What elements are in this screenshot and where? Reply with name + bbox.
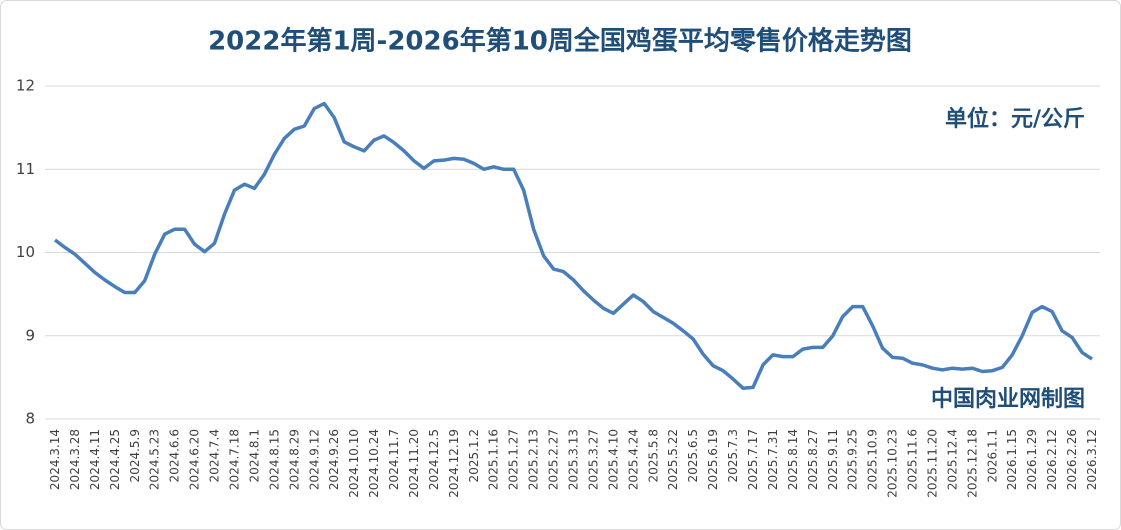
x-tick-label: 2024.3.28	[68, 429, 82, 490]
x-tick-label: 2025.1.27	[507, 429, 521, 490]
x-tick-label: 2024.8.29	[287, 429, 301, 490]
y-tick-label: 8	[25, 410, 35, 428]
x-tick-label: 2025.10.23	[886, 429, 900, 498]
x-tick-label: 2025.2.13	[527, 429, 541, 490]
x-tick-label: 2026.1.1	[985, 429, 999, 482]
x-tick-label: 2024.5.23	[148, 429, 162, 490]
data-line	[53, 101, 1093, 390]
x-tick-label: 2024.9.12	[307, 429, 321, 490]
x-tick-label: 2024.6.20	[188, 429, 202, 490]
unit-note: 单位：元/公斤	[945, 106, 1085, 132]
x-tick-label: 2025.8.27	[806, 429, 820, 490]
x-tick-label: 2024.8.15	[267, 429, 281, 490]
x-tick-label: 2025.9.11	[826, 429, 840, 490]
x-tick-label: 2025.9.25	[846, 429, 860, 490]
x-tick-label: 2025.10.9	[866, 429, 880, 490]
x-tick-label: 2024.12.19	[447, 429, 461, 498]
x-tick-label: 2026.2.12	[1045, 429, 1059, 490]
x-tick-label: 2024.12.5	[427, 429, 441, 490]
chart-title: 2022年第1周-2026年第10周全国鸡蛋平均零售价格走势图	[208, 26, 912, 57]
y-tick-label: 9	[25, 326, 35, 344]
x-tick-label: 2025.6.19	[706, 429, 720, 490]
x-tick-label: 2025.11.6	[906, 429, 920, 490]
source-note: 中国肉业网制图	[931, 387, 1085, 412]
x-tick-label: 2024.11.20	[407, 429, 421, 498]
x-tick-label: 2024.4.25	[108, 429, 122, 490]
x-tick-label: 2024.6.6	[168, 429, 182, 482]
x-tick-label: 2025.5.22	[666, 429, 680, 490]
x-tick-label: 2025.7.31	[766, 429, 780, 490]
y-tick-label: 11	[16, 160, 35, 178]
x-tick-label: 2024.11.7	[387, 429, 401, 490]
x-tick-label: 2025.3.27	[586, 429, 600, 490]
x-tick-label: 2024.10.24	[367, 429, 381, 498]
x-tick-label: 2024.5.9	[128, 429, 142, 482]
x-tick-label: 2025.6.5	[686, 429, 700, 482]
x-tick-label: 2025.1.16	[487, 429, 501, 490]
y-tick-label: 10	[16, 243, 35, 261]
x-tick-label: 2024.7.4	[208, 429, 222, 482]
x-tick-label: 2026.1.29	[1025, 429, 1039, 490]
x-tick-label: 2025.4.24	[626, 429, 640, 490]
x-tick-label: 2025.12.4	[945, 429, 959, 490]
x-tick-label: 2024.8.1	[247, 429, 261, 482]
x-tick-label: 2025.11.20	[925, 429, 939, 498]
x-tick-label: 2025.8.14	[786, 429, 800, 490]
x-tick-label: 2024.10.10	[347, 429, 361, 498]
x-tick-label: 2025.12.18	[965, 429, 979, 498]
x-tick-label: 2025.5.8	[646, 429, 660, 482]
x-tick-label: 2024.3.14	[48, 429, 62, 490]
x-tick-label: 2026.1.15	[1005, 429, 1019, 490]
x-tick-label: 2024.7.18	[227, 429, 241, 490]
y-tick-label: 12	[16, 77, 35, 95]
x-tick-label: 2025.2.27	[547, 429, 561, 490]
x-tick-label: 2026.2.26	[1065, 429, 1079, 490]
x-tick-label: 2026.3.12	[1085, 429, 1099, 490]
x-tick-label: 2025.4.10	[606, 429, 620, 490]
x-tick-label: 2025.7.17	[746, 429, 760, 490]
x-tick-label: 2025.1.2	[467, 429, 481, 482]
x-tick-label: 2025.3.13	[567, 429, 581, 490]
x-tick-label: 2024.4.11	[88, 429, 102, 490]
x-tick-label: 2024.9.26	[327, 429, 341, 490]
x-tick-label: 2025.7.3	[726, 429, 740, 482]
